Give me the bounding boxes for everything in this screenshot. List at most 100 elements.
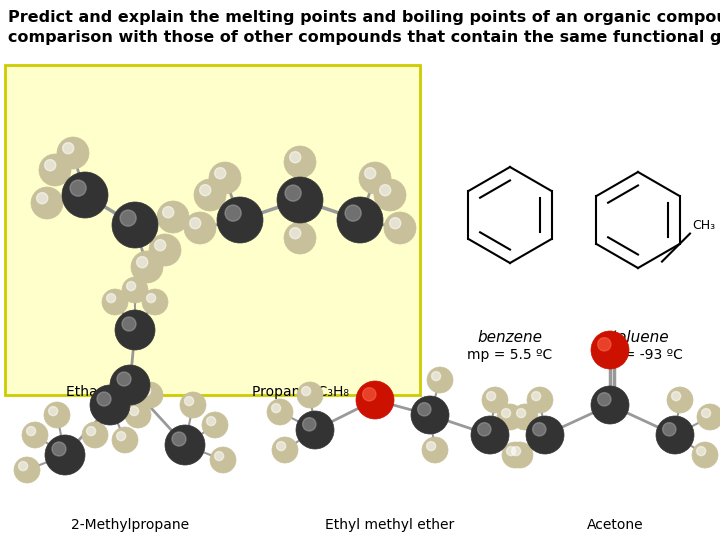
Circle shape xyxy=(526,416,564,454)
Circle shape xyxy=(502,442,528,468)
Circle shape xyxy=(696,447,706,456)
Circle shape xyxy=(107,294,116,302)
Circle shape xyxy=(272,437,298,463)
Text: benzene: benzene xyxy=(477,330,542,345)
Circle shape xyxy=(127,281,135,291)
Circle shape xyxy=(426,442,436,451)
Circle shape xyxy=(363,388,376,401)
Circle shape xyxy=(37,193,48,204)
Circle shape xyxy=(284,222,316,254)
Circle shape xyxy=(149,234,181,266)
Circle shape xyxy=(497,404,523,430)
Circle shape xyxy=(52,442,66,456)
Circle shape xyxy=(14,457,40,483)
Circle shape xyxy=(62,172,108,218)
Circle shape xyxy=(44,402,70,428)
Circle shape xyxy=(112,202,158,248)
Circle shape xyxy=(591,386,629,424)
Circle shape xyxy=(215,167,226,179)
Circle shape xyxy=(701,409,711,417)
Circle shape xyxy=(209,162,241,194)
Circle shape xyxy=(487,392,495,401)
Circle shape xyxy=(598,338,611,351)
Circle shape xyxy=(39,154,71,186)
Circle shape xyxy=(364,167,376,179)
Circle shape xyxy=(122,277,148,303)
Circle shape xyxy=(27,427,36,436)
Circle shape xyxy=(422,437,448,463)
Circle shape xyxy=(165,425,205,465)
Circle shape xyxy=(672,392,680,401)
Text: mp = -93 ºC: mp = -93 ºC xyxy=(597,348,683,362)
Circle shape xyxy=(22,422,48,448)
Circle shape xyxy=(199,185,211,196)
Text: toluene: toluene xyxy=(611,330,669,345)
Circle shape xyxy=(202,412,228,438)
Circle shape xyxy=(271,403,281,413)
Circle shape xyxy=(591,331,629,369)
Circle shape xyxy=(285,185,301,201)
Circle shape xyxy=(215,451,224,461)
Circle shape xyxy=(225,205,241,221)
Circle shape xyxy=(157,201,189,233)
Circle shape xyxy=(45,160,56,171)
Circle shape xyxy=(115,310,155,350)
Circle shape xyxy=(102,289,128,315)
Circle shape xyxy=(189,218,201,229)
Circle shape xyxy=(289,227,301,239)
Circle shape xyxy=(112,427,138,453)
Text: Ethyl methyl ether: Ethyl methyl ether xyxy=(325,518,454,532)
Text: Acetone: Acetone xyxy=(587,518,643,532)
Text: comparison with those of other compounds that contain the same functional group.: comparison with those of other compounds… xyxy=(8,30,720,45)
Circle shape xyxy=(217,197,263,243)
Circle shape xyxy=(297,382,323,408)
Circle shape xyxy=(667,387,693,413)
Circle shape xyxy=(427,367,453,393)
Circle shape xyxy=(277,177,323,223)
Circle shape xyxy=(82,422,108,448)
Circle shape xyxy=(142,387,150,396)
Circle shape xyxy=(697,404,720,430)
Circle shape xyxy=(692,442,718,468)
FancyBboxPatch shape xyxy=(5,65,420,395)
Circle shape xyxy=(533,423,546,436)
Circle shape xyxy=(147,294,156,302)
Circle shape xyxy=(507,447,516,456)
Circle shape xyxy=(390,218,401,229)
Circle shape xyxy=(482,387,508,413)
Circle shape xyxy=(374,179,406,211)
Circle shape xyxy=(172,432,186,446)
Circle shape xyxy=(296,411,334,449)
Circle shape xyxy=(384,212,416,244)
Circle shape xyxy=(656,416,694,454)
Text: Predict and explain the melting points and boiling points of an organic compound: Predict and explain the melting points a… xyxy=(8,10,720,25)
Circle shape xyxy=(302,417,316,431)
Circle shape xyxy=(137,256,148,268)
Circle shape xyxy=(267,399,293,425)
Circle shape xyxy=(411,396,449,434)
Circle shape xyxy=(131,251,163,283)
Text: CH₃: CH₃ xyxy=(692,219,715,232)
Text: mp = 5.5 ºC: mp = 5.5 ºC xyxy=(467,348,553,362)
Circle shape xyxy=(502,409,510,417)
Circle shape xyxy=(120,210,136,226)
Text: Propane, C₃H₈: Propane, C₃H₈ xyxy=(251,385,348,399)
Circle shape xyxy=(431,372,441,381)
Circle shape xyxy=(31,187,63,219)
Circle shape xyxy=(110,365,150,405)
Circle shape xyxy=(57,137,89,169)
Circle shape xyxy=(284,146,316,178)
Circle shape xyxy=(477,423,491,436)
Circle shape xyxy=(516,409,526,417)
Circle shape xyxy=(180,392,206,418)
Circle shape xyxy=(276,442,286,451)
Circle shape xyxy=(137,382,163,408)
Circle shape xyxy=(356,381,394,419)
Circle shape xyxy=(70,180,86,196)
Circle shape xyxy=(379,185,391,196)
Circle shape xyxy=(63,143,74,154)
Circle shape xyxy=(122,317,136,331)
Circle shape xyxy=(507,442,533,468)
Circle shape xyxy=(662,423,676,436)
Circle shape xyxy=(155,240,166,251)
